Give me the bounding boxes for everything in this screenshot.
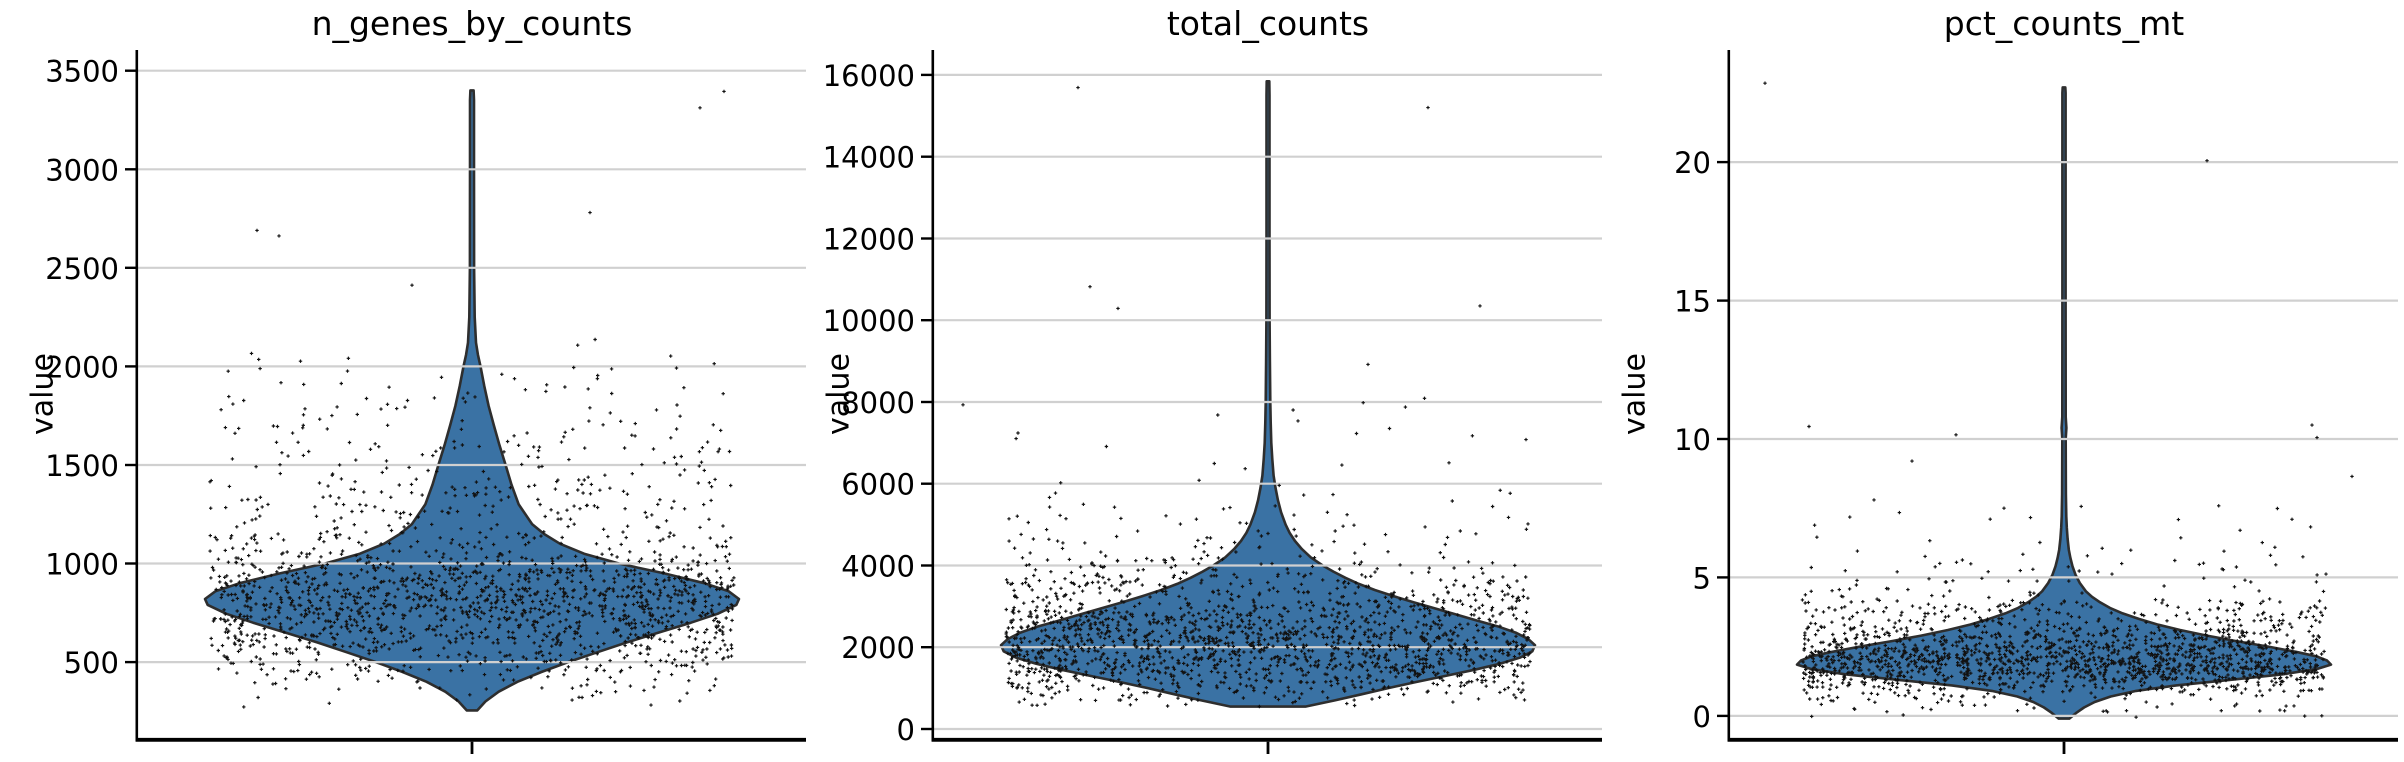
- y-tick-label: 0: [1693, 700, 1711, 734]
- y-tick-label: 0: [897, 713, 915, 747]
- y-tick-label: 5: [1693, 561, 1711, 595]
- y-tick-label: 4000: [841, 550, 915, 584]
- y-tick-label: 2500: [45, 252, 119, 286]
- panel-total_counts: 0 2000 4000 6000 8000 10000 12000 14000 16000: [823, 50, 1602, 754]
- jitter-points: [208, 89, 736, 709]
- y-tick-label: 20: [1674, 146, 1711, 180]
- y-tick-label: 14000: [823, 141, 915, 175]
- jitter-points: [1763, 81, 2354, 719]
- y-tick-label: 500: [64, 646, 119, 680]
- y-tick-label: 2000: [45, 350, 119, 384]
- y-axis-label-panel-2: value: [821, 353, 857, 435]
- panel-title-n-genes-by-counts: n_genes_by_counts: [311, 4, 633, 43]
- y-tick-label: 3000: [45, 153, 119, 187]
- y-axis-label-panel-1: value: [25, 353, 61, 435]
- y-tick-label: 6000: [841, 468, 915, 502]
- panel-pct_counts_mt: 0 5 10 15 20: [1674, 50, 2398, 754]
- y-tick-label: 10: [1674, 423, 1711, 457]
- y-tick-label: 8000: [841, 386, 915, 420]
- violin-shape: [1795, 86, 2333, 720]
- jitter-points: [961, 85, 1532, 709]
- y-axis-label-panel-3: value: [1617, 353, 1653, 435]
- y-tick-label: 1000: [45, 548, 119, 582]
- y-tick-label: 10000: [823, 304, 915, 338]
- y-tick-label: 2000: [841, 631, 915, 665]
- y-tick-label: 3500: [45, 55, 119, 89]
- panel-title-pct-counts-mt: pct_counts_mt: [1943, 4, 2185, 43]
- panel-title-total-counts: total_counts: [1166, 4, 1370, 43]
- y-tick-label: 1500: [45, 449, 119, 483]
- violin-shape: [203, 89, 741, 712]
- violin-shape: [999, 80, 1537, 708]
- y-tick-label: 12000: [823, 223, 915, 257]
- panel-n_genes_by_counts: 500 1000 1500 2000 2500 3000 3500: [45, 50, 806, 754]
- y-tick-label: 16000: [823, 59, 915, 93]
- y-tick-label: 15: [1674, 285, 1711, 319]
